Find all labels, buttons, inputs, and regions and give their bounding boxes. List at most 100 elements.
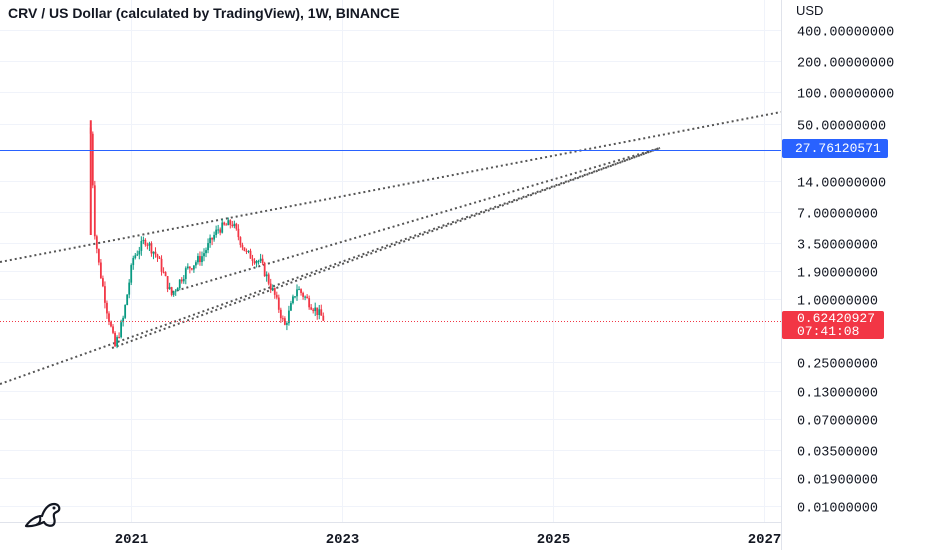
- candle-body: [99, 262, 102, 279]
- y-tick-label: 400.00000000: [797, 26, 894, 41]
- candle-body: [300, 289, 302, 293]
- current-price-value: 0.62420927: [797, 311, 876, 326]
- candle-body: [205, 250, 207, 254]
- candle-body: [267, 274, 270, 284]
- candle-body: [104, 286, 106, 303]
- candle-body: [122, 317, 125, 323]
- candle-body: [190, 268, 193, 270]
- candle-body: [257, 260, 260, 262]
- trendlines[interactable]: [0, 111, 782, 385]
- candle-body: [269, 283, 272, 290]
- candle-body: [97, 248, 100, 263]
- candle-body: [156, 254, 159, 258]
- y-tick-label: 200.00000000: [797, 57, 894, 72]
- candle-body: [148, 243, 151, 246]
- candle-body: [188, 266, 191, 269]
- candle-body: [239, 237, 242, 245]
- bar-countdown: 07:41:08: [797, 324, 860, 339]
- candle-body: [275, 294, 278, 298]
- candle-body: [314, 307, 317, 312]
- y-tick-label: 0.07000000: [797, 415, 878, 430]
- candle-body: [213, 234, 216, 240]
- candle-body: [170, 287, 173, 295]
- x-tick-label: 2027: [748, 532, 782, 548]
- candle-body: [245, 250, 248, 252]
- candle-body: [186, 266, 189, 269]
- candle-body: [273, 288, 276, 295]
- tradingview-dino-icon[interactable]: [24, 500, 64, 533]
- candle-body: [164, 272, 167, 277]
- candle-body: [112, 326, 114, 333]
- chart-title: CRV / US Dollar (calculated by TradingVi…: [8, 5, 400, 21]
- candle-body: [227, 220, 230, 226]
- candle-body: [168, 287, 171, 290]
- trendline[interactable]: [0, 111, 782, 263]
- candle-body: [308, 298, 311, 308]
- candle-body: [283, 318, 286, 325]
- candle-body: [281, 318, 284, 320]
- trendline[interactable]: [111, 147, 661, 349]
- y-tick-label: 1.90000000: [797, 267, 878, 282]
- level-price-tag[interactable]: 27.76120571: [782, 139, 888, 158]
- candle-body: [180, 279, 183, 282]
- y-tick-label: 0.13000000: [797, 387, 878, 402]
- candle-body: [318, 309, 321, 316]
- candle-body: [223, 222, 226, 225]
- candle-body: [95, 236, 98, 249]
- candle-body: [277, 297, 280, 310]
- candle-body: [298, 289, 300, 291]
- candle-body: [271, 288, 274, 290]
- candle-body: [243, 247, 246, 251]
- y-tick-label: 100.00000000: [797, 88, 894, 103]
- candle-body: [130, 265, 133, 283]
- candle-body: [225, 224, 228, 226]
- candle-body: [237, 228, 240, 238]
- candle-body: [249, 250, 252, 259]
- candle-body: [247, 250, 250, 252]
- candle-body: [265, 274, 268, 277]
- candle-body: [211, 237, 213, 240]
- candle-body: [217, 229, 220, 231]
- candle-body: [144, 239, 147, 245]
- candle-body: [296, 289, 298, 297]
- candle-body: [306, 296, 309, 299]
- candle-body: [158, 257, 161, 259]
- candle-body: [124, 304, 127, 318]
- candle-body: [197, 256, 199, 263]
- candle-body: [120, 322, 123, 338]
- candle-body: [132, 258, 135, 266]
- y-tick-label: 3.50000000: [797, 239, 878, 254]
- candle-body: [279, 309, 282, 319]
- candle-body: [93, 185, 96, 237]
- candle-body: [292, 296, 294, 304]
- trendline[interactable]: [171, 147, 661, 293]
- candle-body: [322, 315, 325, 321]
- candle-body: [302, 292, 304, 297]
- candle-body: [215, 229, 218, 235]
- candle-body: [312, 309, 315, 312]
- y-tick-label: 0.01000000: [797, 502, 878, 517]
- candle-body: [290, 303, 292, 311]
- levels: [0, 150, 781, 322]
- candle-body: [126, 294, 129, 305]
- candle-body: [304, 296, 307, 298]
- candle-body: [219, 229, 222, 233]
- candle-body: [199, 256, 201, 263]
- current-price-tag[interactable]: 0.62420927 07:41:08: [782, 311, 884, 339]
- candle-body: [166, 276, 169, 290]
- candle-body: [286, 323, 288, 325]
- candle-body: [255, 261, 258, 264]
- x-tick-label: 2023: [326, 532, 360, 548]
- candle-body: [108, 313, 110, 322]
- candles: [89, 120, 325, 349]
- y-tick-label: 14.00000000: [797, 177, 886, 192]
- y-tick-label: 1.00000000: [797, 295, 878, 310]
- candle-body: [136, 254, 139, 256]
- x-tick-label: 2021: [115, 532, 149, 548]
- candle-body: [134, 255, 137, 259]
- candle-body: [106, 302, 108, 314]
- candle-body: [140, 241, 143, 251]
- trendline[interactable]: [0, 147, 661, 385]
